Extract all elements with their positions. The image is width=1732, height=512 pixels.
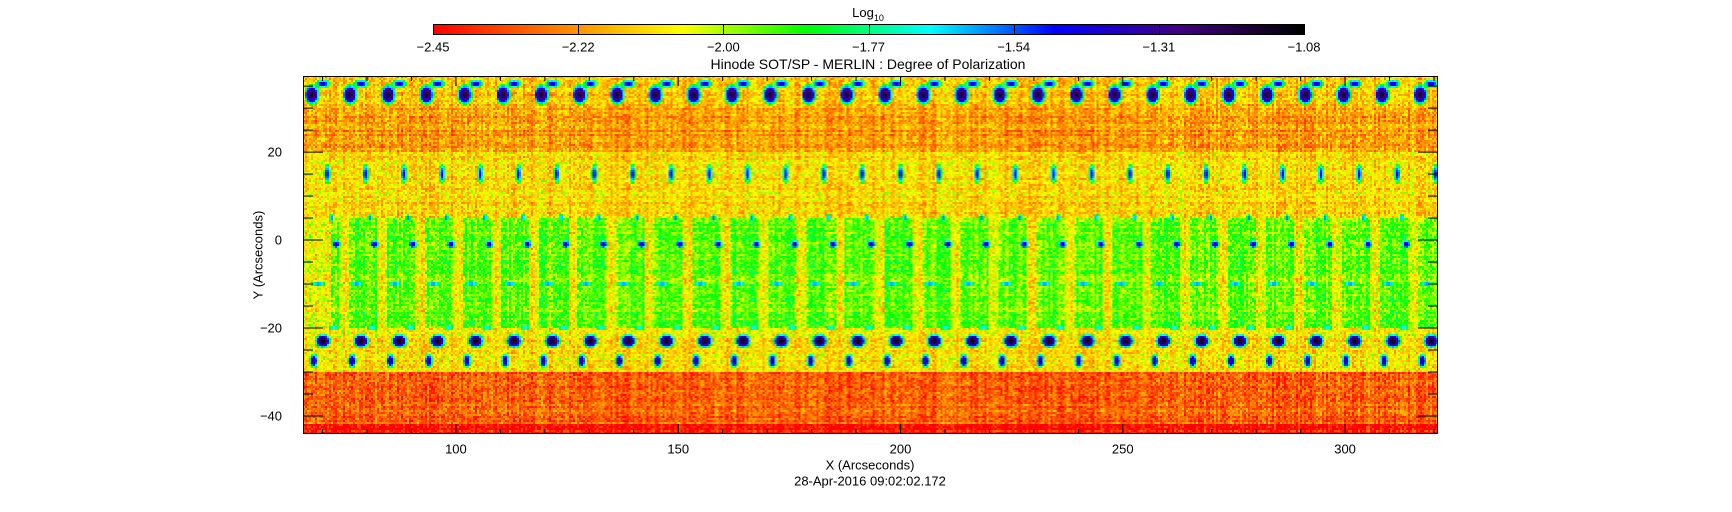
colorbar-tick <box>723 24 725 35</box>
colorbar-tick-label: −2.22 <box>561 39 595 55</box>
colorbar-tick-label: −1.31 <box>1142 39 1176 55</box>
colorbar-tick <box>1158 24 1160 35</box>
x-tick-label: 150 <box>667 441 690 457</box>
y-tick-label: −20 <box>259 320 282 336</box>
y-tick-label: 0 <box>274 232 282 248</box>
colorbar-tick <box>868 24 870 35</box>
colorbar-tick-label: −1.54 <box>997 39 1031 55</box>
colorbar-tick <box>578 24 580 35</box>
colorbar-tick-label: −1.77 <box>852 39 885 55</box>
x-axis-label: X (Arcseconds) <box>825 457 915 473</box>
x-tick-label: 250 <box>1111 441 1134 457</box>
heatmap-image <box>303 76 1438 434</box>
timestamp: 28-Apr-2016 09:02:02.172 <box>794 473 946 489</box>
colorbar-tick <box>1304 24 1305 35</box>
x-tick-label: 100 <box>445 441 467 457</box>
chart-title: Hinode SOT/SP - MERLIN : Degree of Polar… <box>710 56 1026 72</box>
x-tick-label: 200 <box>889 441 912 457</box>
y-tick-label: −40 <box>259 408 282 424</box>
colorbar-tick-label: −1.08 <box>1287 39 1321 55</box>
colorbar-label: Log10 <box>852 5 884 23</box>
axes-frame <box>303 76 1438 434</box>
colorbar-tick-label: −2.00 <box>706 39 740 55</box>
plot-frame <box>303 76 1438 434</box>
colorbar-tick <box>433 24 434 35</box>
y-axis-label: Y (Arcseconds) <box>250 210 266 300</box>
colorbar-tick <box>1013 24 1015 35</box>
colorbar-tick-label: −2.45 <box>416 39 450 55</box>
x-tick-label: 300 <box>1334 441 1356 457</box>
y-tick-label: 20 <box>267 144 282 160</box>
plot-area <box>303 76 1438 434</box>
